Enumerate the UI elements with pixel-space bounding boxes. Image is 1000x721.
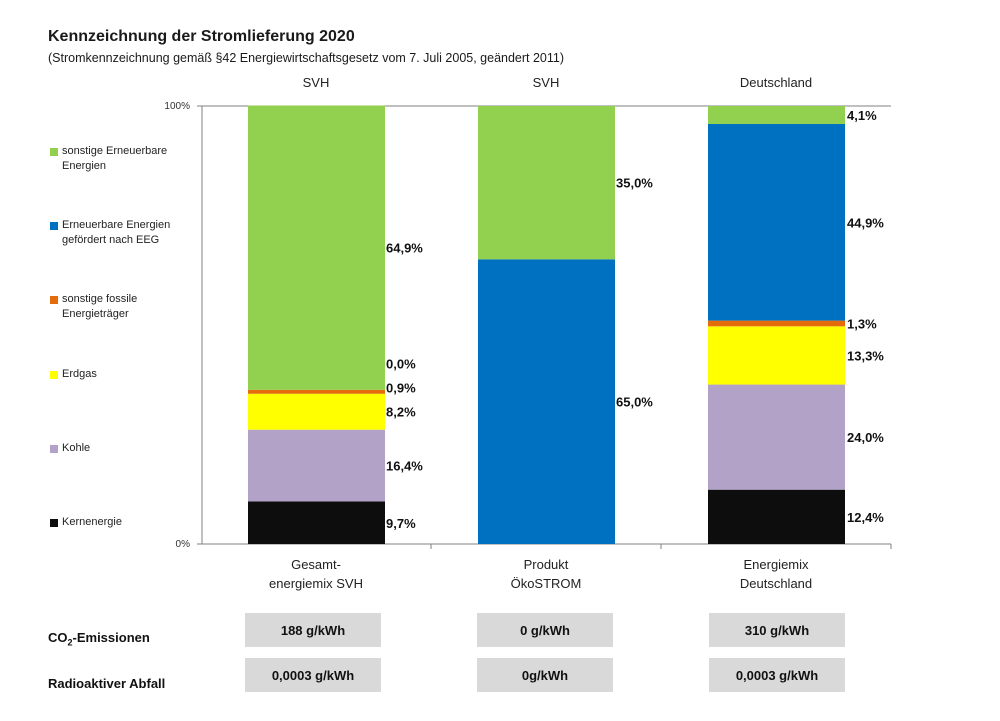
category-label-1-1: ÖkoSTROM — [511, 576, 582, 591]
waste-row-label: Radioaktiver Abfall — [48, 676, 166, 691]
waste-value-svh: 0,0003 g/kWh — [245, 658, 381, 692]
legend-label-line: gefördert nach EEG — [62, 234, 160, 246]
bar-2-series-1 — [708, 384, 845, 490]
legend-label-line: Erdgas — [62, 368, 97, 380]
bar-0-series-2 — [248, 393, 385, 430]
legend-swatch-1 — [50, 222, 58, 230]
stacked-bar-chart: 100% 0% SVH SVH Deutschland Gesamt-energiemix… — [164, 75, 892, 591]
data-label-0-0: 9,7% — [386, 516, 416, 531]
data-label-1-1: 35,0% — [616, 176, 653, 191]
bar-2-series-2 — [708, 326, 845, 385]
bar-0-series-3 — [248, 389, 385, 394]
data-label-1-0: 65,0% — [616, 395, 653, 410]
bar-2-series-4 — [708, 123, 845, 321]
data-label-2-3: 1,3% — [847, 316, 877, 331]
legend-label-line: Kohle — [62, 442, 91, 454]
y-tick-label-0: 0% — [176, 539, 191, 550]
data-label-2-2: 13,3% — [847, 348, 884, 363]
data-label-2-5: 4,1% — [847, 108, 877, 123]
bar-2-series-3 — [708, 320, 845, 327]
legend-swatch-0 — [50, 148, 58, 156]
co2-value-deutschland: 310 g/kWh — [709, 613, 845, 647]
bar-1-series-4 — [478, 259, 615, 544]
legend-label-line: Energieträger — [62, 308, 129, 320]
data-label-0-4: 0,0% — [386, 357, 416, 372]
data-label-0-1: 16,4% — [386, 459, 423, 474]
legend-label-2: sonstige fossile Energieträger — [62, 292, 202, 322]
data-label-0-3: 0,9% — [386, 381, 416, 396]
co2-row-label: CO2-Emissionen — [48, 630, 150, 648]
category-label-0-1: energiemix SVH — [269, 576, 363, 591]
legend-label-line: Energien — [62, 160, 107, 172]
category-label-2-0: Energiemix — [743, 557, 809, 572]
column-header-0: SVH — [303, 75, 330, 90]
legend-label-3: Erdgas — [62, 367, 202, 382]
waste-value-deutschland: 0,0003 g/kWh — [709, 658, 845, 692]
data-label-2-0: 12,4% — [847, 510, 884, 525]
category-label-0-0: Gesamt- — [291, 557, 341, 572]
chart-title: Kennzeichnung der Stromlieferung 2020 — [48, 28, 355, 45]
y-tick-label-100: 100% — [164, 101, 190, 112]
waste-value-oekostrom: 0g/kWh — [477, 658, 613, 692]
data-label-2-4: 44,9% — [847, 215, 884, 230]
data-label-0-2: 8,2% — [386, 405, 416, 420]
legend-label-line: sonstige fossile — [62, 293, 138, 305]
bar-0-series-5 — [248, 105, 385, 390]
bar-2-series-0 — [708, 489, 845, 544]
legend-label-1: Erneuerbare Energien gefördert nach EEG — [62, 218, 202, 248]
legend-swatch-3 — [50, 371, 58, 379]
legend-swatch-5 — [50, 519, 58, 527]
column-header-1: SVH — [533, 75, 560, 90]
category-label-2-1: Deutschland — [740, 576, 812, 591]
bar-0-series-0 — [248, 501, 385, 544]
co2-value-svh: 188 g/kWh — [245, 613, 381, 647]
legend-label-line: Erneuerbare Energien — [62, 219, 171, 231]
category-label-1-0: Produkt — [524, 557, 569, 572]
legend-swatch-4 — [50, 445, 58, 453]
legend-label-0: sonstige Erneuerbare Energien — [62, 144, 202, 174]
co2-value-oekostrom: 0 g/kWh — [477, 613, 613, 647]
data-label-2-1: 24,0% — [847, 430, 884, 445]
legend-label-line: Kernenergie — [62, 516, 122, 528]
legend-label-5: Kernenergie — [62, 515, 202, 530]
bar-2-series-5 — [708, 106, 845, 124]
data-label-0-5: 64,9% — [386, 241, 423, 256]
legend-swatch-2 — [50, 296, 58, 304]
bar-0-series-1 — [248, 429, 385, 502]
bar-1-series-5 — [478, 106, 615, 260]
legend-label-line: sonstige Erneuerbare — [62, 145, 168, 157]
legend-label-4: Kohle — [62, 441, 202, 456]
chart-subtitle: (Stromkennzeichnung gemäß §42 Energiewir… — [48, 51, 565, 65]
column-header-2: Deutschland — [740, 75, 812, 90]
